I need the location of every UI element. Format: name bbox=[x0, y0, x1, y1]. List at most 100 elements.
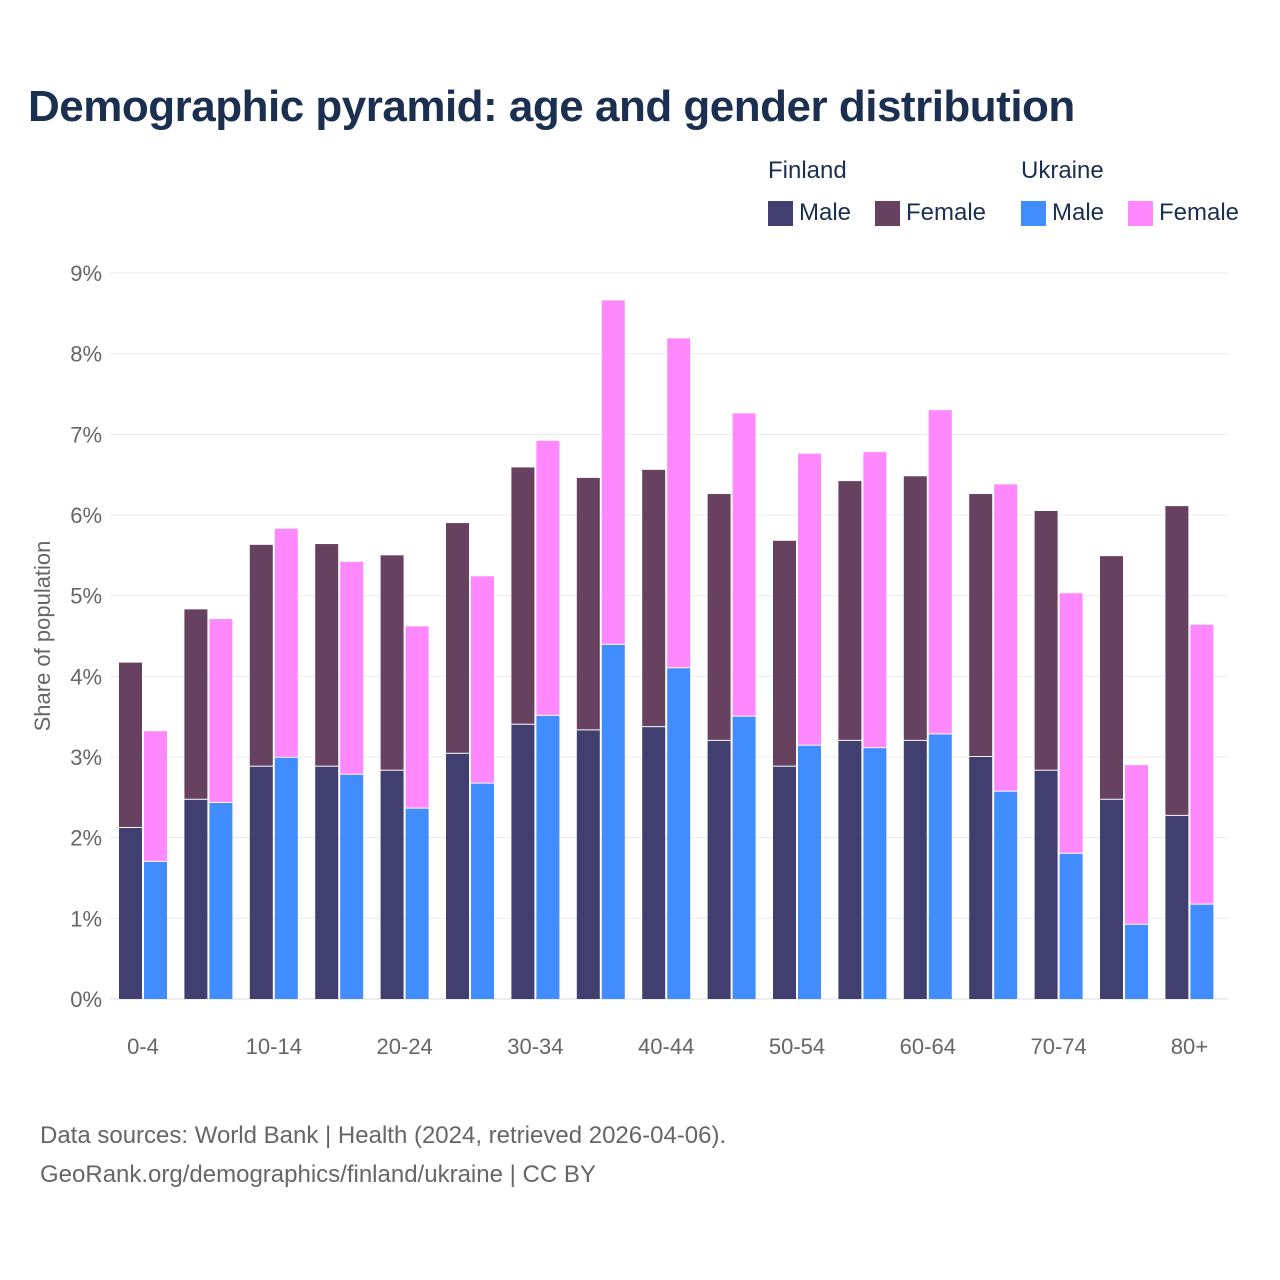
bar-ukraine-male bbox=[1125, 924, 1148, 999]
y-tick-label: 9% bbox=[70, 261, 102, 286]
y-tick-label: 4% bbox=[70, 664, 102, 689]
bar-ukraine-female bbox=[536, 440, 560, 715]
bar-finland-male bbox=[249, 766, 273, 999]
bar-finland-male bbox=[838, 740, 862, 999]
bar-finland-male bbox=[707, 740, 731, 999]
legend-swatch bbox=[1021, 200, 1046, 226]
bar-finland-female bbox=[903, 476, 927, 740]
bar-ukraine-female bbox=[667, 338, 691, 668]
bar-finland-female bbox=[446, 523, 469, 753]
bar-finland-female bbox=[184, 609, 208, 799]
bar-finland-female bbox=[1100, 556, 1123, 799]
bar-finland-female bbox=[119, 662, 142, 827]
y-axis-label: Share of population bbox=[30, 541, 55, 732]
legend-ukraine-female[interactable]: Female bbox=[1128, 199, 1239, 227]
bar-ukraine-male bbox=[1059, 853, 1083, 999]
bar-ukraine-male bbox=[928, 734, 952, 999]
bar-finland-male bbox=[773, 766, 796, 999]
bar-finland-female bbox=[773, 540, 796, 766]
bar-ukraine-female bbox=[798, 453, 821, 745]
bar-finland-male bbox=[1100, 799, 1123, 999]
source-note: Data sources: World Bank | Health (2024,… bbox=[40, 1116, 726, 1194]
bar-ukraine-male bbox=[340, 774, 364, 999]
x-tick-label: 70-74 bbox=[1030, 1034, 1086, 1059]
bar-ukraine-female bbox=[144, 731, 167, 861]
bar-finland-female bbox=[642, 469, 666, 727]
bar-ukraine-female bbox=[209, 619, 233, 802]
bar-finland-female bbox=[838, 481, 862, 740]
bar-ukraine-male bbox=[274, 757, 298, 999]
bar-finland-female bbox=[511, 467, 535, 724]
x-tick-label: 60-64 bbox=[900, 1034, 956, 1059]
bar-finland-female bbox=[380, 555, 404, 770]
legend-swatch bbox=[768, 200, 793, 226]
bar-ukraine-male bbox=[732, 716, 756, 999]
bar-ukraine-female bbox=[863, 452, 887, 748]
legend-swatch bbox=[1128, 200, 1153, 226]
bar-ukraine-female bbox=[928, 410, 952, 734]
bar-ukraine-female bbox=[1190, 624, 1214, 904]
legend-finland-female[interactable]: Female bbox=[875, 199, 986, 227]
bar-finland-male bbox=[315, 766, 339, 999]
bar-finland-female bbox=[576, 477, 600, 730]
bar-finland-male bbox=[1034, 770, 1058, 999]
bar-ukraine-female bbox=[274, 528, 298, 757]
bar-finland-male bbox=[969, 757, 993, 999]
x-tick-label: 50-54 bbox=[769, 1034, 825, 1059]
bar-ukraine-male bbox=[798, 745, 821, 999]
bar-finland-male bbox=[446, 753, 469, 999]
bar-finland-female bbox=[1034, 510, 1058, 770]
source-line-2: GeoRank.org/demographics/finland/ukraine… bbox=[40, 1161, 596, 1188]
bar-finland-male bbox=[184, 799, 208, 999]
bar-ukraine-male bbox=[144, 861, 167, 999]
legend-finland-male[interactable]: Male bbox=[768, 199, 851, 227]
bar-finland-male bbox=[380, 770, 404, 999]
y-tick-label: 0% bbox=[70, 987, 102, 1012]
legend-group-finland: Finland bbox=[768, 157, 847, 184]
bar-finland-female bbox=[249, 544, 273, 766]
bar-finland-female bbox=[315, 544, 339, 766]
bar-ukraine-male bbox=[994, 791, 1018, 999]
legend-ukraine-male[interactable]: Male bbox=[1021, 199, 1104, 227]
x-tick-label: 10-14 bbox=[246, 1034, 302, 1059]
bar-ukraine-female bbox=[732, 413, 756, 716]
x-tick-label: 80+ bbox=[1171, 1034, 1208, 1059]
chart-title: Demographic pyramid: age and gender dist… bbox=[28, 82, 1075, 131]
bar-ukraine-male bbox=[536, 715, 560, 999]
bar-ukraine-female bbox=[994, 484, 1018, 791]
bar-finland-female bbox=[707, 494, 731, 740]
legend-swatch bbox=[875, 200, 900, 226]
bar-finland-male bbox=[511, 724, 535, 999]
legend-label: Male bbox=[1052, 199, 1105, 226]
legend-group-ukraine: Ukraine bbox=[1021, 157, 1104, 184]
y-tick-label: 6% bbox=[70, 503, 102, 528]
bar-ukraine-female bbox=[1059, 593, 1083, 853]
bar-ukraine-female bbox=[471, 576, 494, 783]
bar-ukraine-female bbox=[601, 300, 625, 644]
x-tick-label: 40-44 bbox=[638, 1034, 694, 1059]
y-tick-label: 5% bbox=[70, 584, 102, 609]
legend-label: Male bbox=[799, 199, 852, 226]
legend-label: Female bbox=[906, 199, 987, 226]
bar-ukraine-male bbox=[667, 668, 691, 999]
x-tick-label: 20-24 bbox=[376, 1034, 432, 1059]
bar-ukraine-female bbox=[340, 561, 364, 774]
bar-finland-male bbox=[642, 727, 666, 999]
x-tick-label: 30-34 bbox=[507, 1034, 563, 1059]
bar-ukraine-male bbox=[405, 808, 429, 999]
y-tick-label: 1% bbox=[70, 906, 102, 931]
bar-finland-female bbox=[969, 494, 993, 756]
bar-ukraine-male bbox=[863, 748, 887, 999]
bar-ukraine-male bbox=[1190, 904, 1214, 999]
bar-ukraine-male bbox=[209, 802, 233, 999]
bar-finland-female bbox=[1165, 506, 1189, 815]
bar-finland-male bbox=[576, 730, 600, 999]
bar-finland-male bbox=[119, 827, 142, 999]
legend-label: Female bbox=[1159, 199, 1240, 226]
bar-ukraine-male bbox=[601, 644, 625, 999]
bar-ukraine-female bbox=[405, 626, 429, 808]
y-tick-label: 2% bbox=[70, 826, 102, 851]
bar-finland-male bbox=[903, 740, 927, 999]
bar-ukraine-male bbox=[471, 783, 494, 999]
y-tick-label: 3% bbox=[70, 745, 102, 770]
